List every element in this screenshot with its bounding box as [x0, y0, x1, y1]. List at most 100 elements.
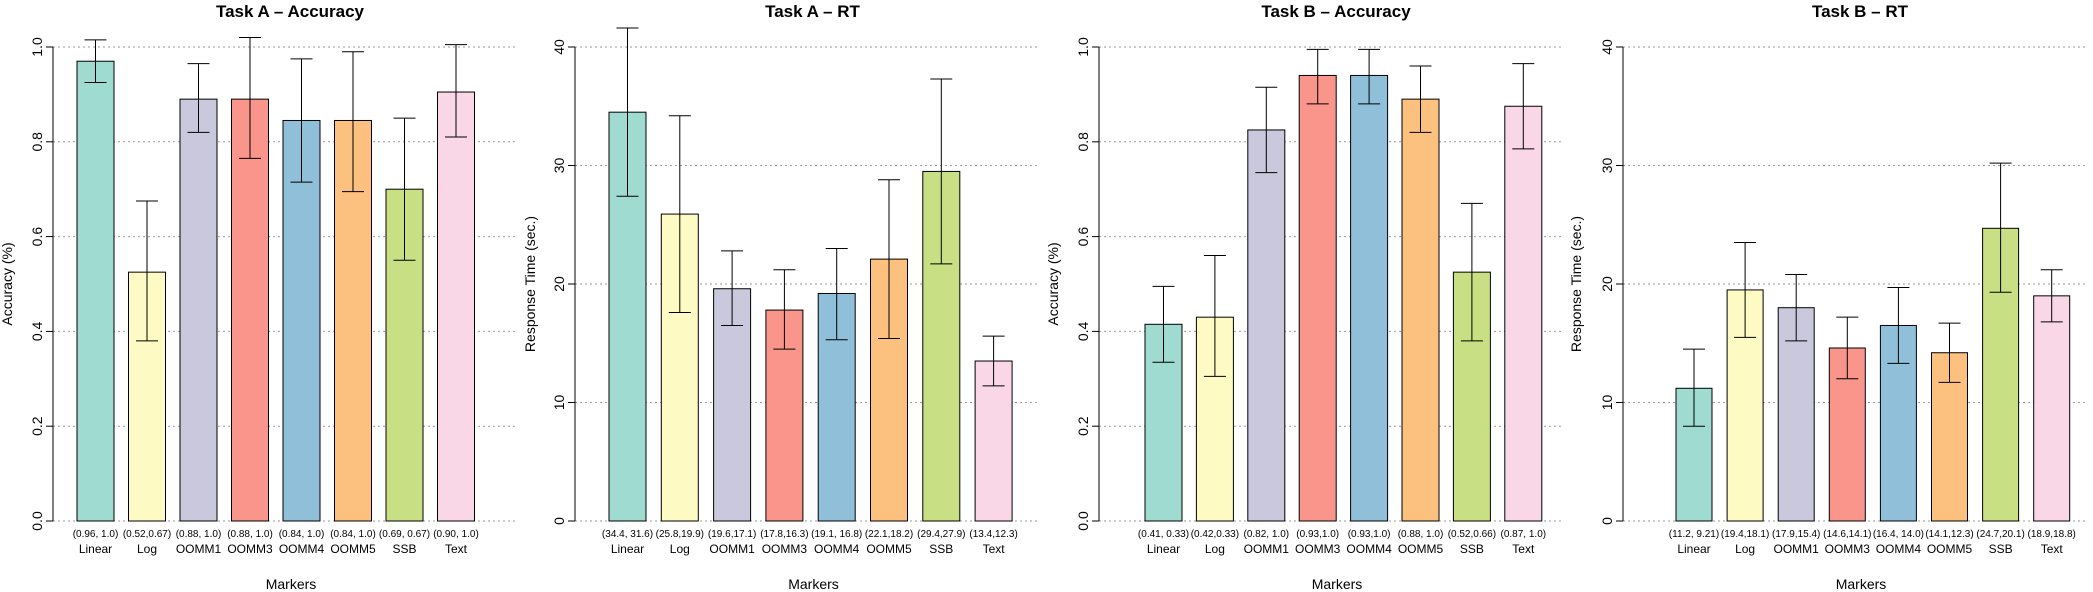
ci-label: (25.8,19.9) [656, 529, 704, 540]
y-axis-label: Response Time (sec.) [1569, 216, 1584, 352]
x-tick-label: OOMM3 [1295, 542, 1341, 556]
bar [1401, 98, 1440, 522]
chart-title: Task B – Accuracy [1261, 2, 1411, 21]
x-tick-label: Text [983, 542, 1006, 556]
x-tick-label: OOMM4 [279, 542, 325, 556]
y-tick-label: 20 [1599, 276, 1615, 292]
bar [1298, 74, 1337, 522]
bar [1726, 289, 1764, 522]
x-tick-label: OOMM3 [227, 542, 273, 556]
x-tick-label: Text [2041, 542, 2064, 556]
x-tick-label: SSB [1460, 542, 1484, 556]
ci-label: (0.41, 0.33) [1138, 529, 1189, 540]
x-tick-label: OOMM1 [709, 542, 755, 556]
ci-label: (0.93,1.0) [1348, 529, 1391, 540]
x-tick-label: OOMM4 [1876, 542, 1922, 556]
ci-label: (17.8,16.3) [760, 529, 808, 540]
x-tick-label: SSB [929, 542, 953, 556]
chart-title: Task A – Accuracy [216, 2, 365, 21]
bar [282, 119, 321, 522]
x-tick-label: Log [1735, 542, 1755, 556]
ci-label: (19.6,17.1) [708, 529, 756, 540]
chart-title: Task B – RT [1812, 2, 1909, 21]
ci-label: (14.6,14.1) [1823, 529, 1871, 540]
ci-label: (18.9,18.8) [2028, 529, 2076, 540]
y-tick-label: 0.0 [1075, 511, 1091, 531]
y-tick-label: 0.8 [29, 132, 45, 152]
y-tick-label: 30 [551, 158, 567, 174]
ci-label: (19.4,18.1) [1721, 529, 1769, 540]
ci-label: (0.90, 1.0) [433, 529, 479, 540]
bar [1504, 105, 1543, 522]
chart-task-a-rt: Task A – RT 0 10 20 30 40 Response Time (sec.)… [523, 2, 1040, 592]
x-tick-label: SSB [1989, 542, 2013, 556]
bar [1350, 74, 1389, 522]
ci-label: (11.2, 9.21) [1669, 529, 1719, 540]
y-tick-label: 0.6 [1075, 227, 1091, 247]
ci-label: (0.84, 1.0) [330, 529, 376, 540]
ci-label: (34.4, 31.6) [602, 529, 653, 540]
bar [1777, 307, 1815, 522]
x-tick-label: OOMM5 [330, 542, 376, 556]
ci-label: (0.69, 0.67) [379, 529, 430, 540]
bar [231, 98, 269, 522]
x-tick-label: OOMM5 [866, 542, 912, 556]
bar [2033, 295, 2071, 522]
x-tick-label: Log [670, 542, 690, 556]
y-axis-label: Accuracy (%) [1046, 242, 1061, 325]
x-tick-label: Linear [79, 542, 112, 556]
ci-label: (0.82, 1.0) [1244, 529, 1290, 540]
chart-task-b-accuracy: Task B – Accuracy 0.0 0.2 0.4 0.6 0.8 1.0 Accur… [1046, 2, 1563, 592]
x-tick-label: OOMM3 [762, 542, 808, 556]
y-tick-label: 0.4 [29, 321, 45, 341]
x-tick-label: Text [445, 542, 468, 556]
bar [334, 119, 372, 522]
ci-label: (22.1,18.2) [865, 529, 913, 540]
y-tick-label: 10 [1599, 395, 1615, 411]
ci-label: (29.4,27.9) [917, 529, 965, 540]
y-tick-label: 0 [1599, 517, 1615, 525]
x-tick-label: OOMM4 [814, 542, 860, 556]
ci-label: (0.88, 1.0) [1398, 529, 1444, 540]
y-tick-label: 40 [551, 39, 567, 55]
chart-task-b-rt: Task B – RT 0 10 20 30 40 Response Time (sec.)… [1569, 2, 2087, 592]
x-tick-label: Linear [1147, 542, 1180, 556]
ci-label: (0.52,0.66) [1448, 529, 1496, 540]
x-tick-label: SSB [392, 542, 416, 556]
x-tick-label: Log [1205, 542, 1225, 556]
ci-label: (24.7,20.1) [1976, 529, 2024, 540]
ci-label: (14.1,12.3) [1925, 529, 1973, 540]
ci-label: (0.87, 1.0) [1501, 529, 1547, 540]
x-tick-label: OOMM1 [176, 542, 222, 556]
x-tick-label: Linear [1677, 542, 1710, 556]
x-tick-label: OOMM4 [1346, 542, 1392, 556]
x-tick-label: Linear [611, 542, 644, 556]
bar [76, 60, 115, 522]
ci-label: (0.96, 1.0) [73, 529, 119, 540]
x-axis-label: Markers [788, 576, 839, 592]
x-tick-label: OOMM1 [1774, 542, 1820, 556]
ci-label: (0.42,0.33) [1191, 529, 1239, 540]
x-tick-label: Log [137, 542, 157, 556]
bar [437, 91, 475, 522]
y-tick-label: 0 [551, 517, 567, 525]
ci-label: (0.93,1.0) [1296, 529, 1339, 540]
y-tick-label: 0.2 [1075, 416, 1091, 436]
x-tick-label: OOMM5 [1398, 542, 1444, 556]
ci-label: (13.4,12.3) [969, 529, 1017, 540]
y-tick-label: 0.6 [29, 227, 45, 247]
y-axis-label: Response Time (sec.) [523, 216, 538, 352]
x-axis-label: Markers [266, 576, 317, 592]
y-axis-label: Accuracy (%) [0, 242, 15, 325]
ci-label: (0.52,0.67) [123, 529, 171, 540]
x-tick-label: Text [1512, 542, 1535, 556]
ci-label: (0.88, 1.0) [176, 529, 222, 540]
bar [1247, 129, 1286, 522]
y-tick-label: 1.0 [29, 37, 45, 57]
ci-label: (0.88, 1.0) [227, 529, 273, 540]
bar [179, 98, 218, 522]
y-tick-label: 10 [551, 395, 567, 411]
y-tick-label: 40 [1599, 39, 1615, 55]
x-tick-label: OOMM1 [1244, 542, 1290, 556]
